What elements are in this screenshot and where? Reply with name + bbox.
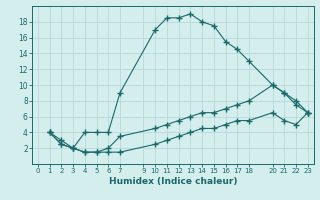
- X-axis label: Humidex (Indice chaleur): Humidex (Indice chaleur): [108, 177, 237, 186]
